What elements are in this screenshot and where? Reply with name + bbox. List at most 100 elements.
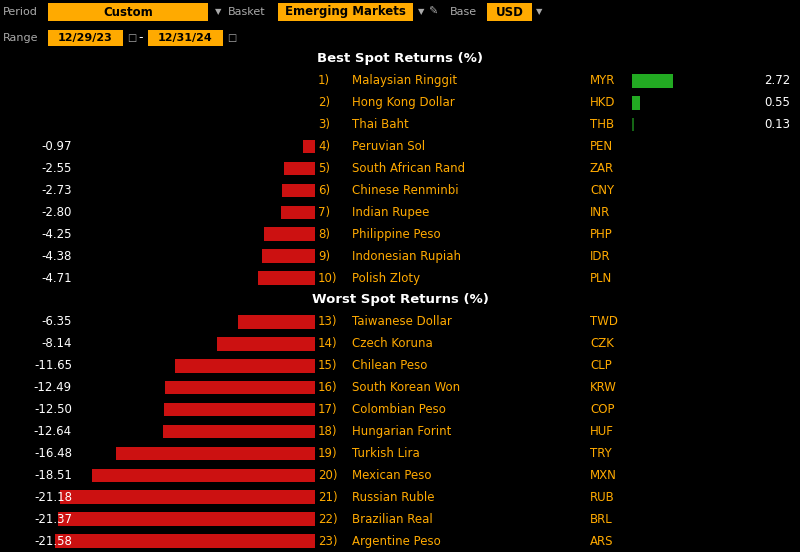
Text: 21): 21)	[318, 491, 338, 504]
Text: -16.48: -16.48	[34, 447, 72, 460]
FancyBboxPatch shape	[164, 403, 315, 416]
Text: TRY: TRY	[590, 447, 612, 460]
Text: Chinese Renminbi: Chinese Renminbi	[352, 184, 458, 197]
Text: 2): 2)	[318, 96, 330, 109]
Text: 3): 3)	[318, 118, 330, 131]
FancyBboxPatch shape	[303, 140, 315, 153]
Text: BRL: BRL	[590, 513, 613, 526]
Text: MYR: MYR	[590, 75, 615, 87]
Text: Russian Ruble: Russian Ruble	[352, 491, 434, 504]
Text: 12/31/24: 12/31/24	[158, 33, 213, 43]
FancyBboxPatch shape	[48, 30, 123, 46]
Text: Thai Baht: Thai Baht	[352, 118, 409, 131]
FancyBboxPatch shape	[632, 74, 673, 88]
FancyBboxPatch shape	[282, 205, 315, 219]
Text: Turkish Lira: Turkish Lira	[352, 447, 420, 460]
Text: Period: Period	[3, 7, 38, 17]
Text: Hungarian Forint: Hungarian Forint	[352, 425, 451, 438]
Text: ▼: ▼	[215, 8, 222, 17]
Text: Base: Base	[450, 7, 477, 17]
Text: □: □	[127, 33, 136, 43]
Text: THB: THB	[590, 118, 614, 131]
Text: -11.65: -11.65	[34, 359, 72, 372]
FancyBboxPatch shape	[632, 118, 634, 131]
Text: CZK: CZK	[590, 337, 614, 351]
Text: -6.35: -6.35	[42, 315, 72, 328]
Text: 2.72: 2.72	[764, 75, 790, 87]
Text: Custom: Custom	[103, 6, 153, 19]
FancyBboxPatch shape	[284, 162, 315, 176]
Text: KRW: KRW	[590, 381, 617, 394]
FancyBboxPatch shape	[174, 359, 315, 373]
FancyBboxPatch shape	[487, 3, 532, 21]
Text: PLN: PLN	[590, 272, 612, 285]
FancyBboxPatch shape	[162, 424, 315, 438]
Text: Peruvian Sol: Peruvian Sol	[352, 140, 425, 153]
Text: -4.25: -4.25	[42, 228, 72, 241]
Text: Colombian Peso: Colombian Peso	[352, 403, 446, 416]
FancyBboxPatch shape	[264, 227, 315, 241]
Text: -21.58: -21.58	[34, 534, 72, 548]
Text: 6): 6)	[318, 184, 330, 197]
Text: IDR: IDR	[590, 250, 610, 263]
Text: 17): 17)	[318, 403, 338, 416]
FancyBboxPatch shape	[117, 447, 315, 460]
Text: Taiwanese Dollar: Taiwanese Dollar	[352, 315, 452, 328]
Text: TWD: TWD	[590, 315, 618, 328]
Text: Czech Koruna: Czech Koruna	[352, 337, 433, 351]
FancyBboxPatch shape	[48, 3, 208, 21]
Text: INR: INR	[590, 206, 610, 219]
Text: -2.80: -2.80	[42, 206, 72, 219]
Text: USD: USD	[495, 6, 523, 19]
Text: MXN: MXN	[590, 469, 617, 482]
Text: South Korean Won: South Korean Won	[352, 381, 460, 394]
Text: ARS: ARS	[590, 534, 614, 548]
Text: 16): 16)	[318, 381, 338, 394]
Text: -18.51: -18.51	[34, 469, 72, 482]
FancyBboxPatch shape	[278, 3, 413, 21]
Text: -8.14: -8.14	[42, 337, 72, 351]
Text: 19): 19)	[318, 447, 338, 460]
FancyBboxPatch shape	[217, 337, 315, 351]
Text: -12.50: -12.50	[34, 403, 72, 416]
Text: South African Rand: South African Rand	[352, 162, 465, 175]
Text: 9): 9)	[318, 250, 330, 263]
Text: Hong Kong Dollar: Hong Kong Dollar	[352, 96, 454, 109]
Text: 0.13: 0.13	[764, 118, 790, 131]
Text: 0.55: 0.55	[764, 96, 790, 109]
Text: 7): 7)	[318, 206, 330, 219]
Text: 13): 13)	[318, 315, 338, 328]
Text: -0.97: -0.97	[42, 140, 72, 153]
Text: -2.55: -2.55	[42, 162, 72, 175]
FancyBboxPatch shape	[148, 30, 223, 46]
Text: 18): 18)	[318, 425, 338, 438]
Text: Argentine Peso: Argentine Peso	[352, 534, 441, 548]
Text: 1): 1)	[318, 75, 330, 87]
Text: 8): 8)	[318, 228, 330, 241]
Text: -4.71: -4.71	[42, 272, 72, 285]
FancyBboxPatch shape	[262, 250, 315, 263]
FancyBboxPatch shape	[58, 512, 315, 526]
FancyBboxPatch shape	[55, 534, 315, 548]
Text: ZAR: ZAR	[590, 162, 614, 175]
Text: -12.64: -12.64	[34, 425, 72, 438]
Text: -4.38: -4.38	[42, 250, 72, 263]
Text: Basket: Basket	[228, 7, 266, 17]
FancyBboxPatch shape	[632, 96, 640, 110]
Text: Best Spot Returns (%): Best Spot Returns (%)	[317, 52, 483, 66]
Text: -21.18: -21.18	[34, 491, 72, 504]
Text: HKD: HKD	[590, 96, 615, 109]
Text: PHP: PHP	[590, 228, 613, 241]
Text: 14): 14)	[318, 337, 338, 351]
Text: 10): 10)	[318, 272, 338, 285]
Text: Range: Range	[3, 33, 38, 43]
Text: Chilean Peso: Chilean Peso	[352, 359, 427, 372]
Text: 20): 20)	[318, 469, 338, 482]
Text: Mexican Peso: Mexican Peso	[352, 469, 431, 482]
FancyBboxPatch shape	[165, 381, 315, 395]
Text: □: □	[227, 33, 236, 43]
FancyBboxPatch shape	[282, 184, 315, 197]
Text: -: -	[138, 31, 142, 45]
Text: Indonesian Rupiah: Indonesian Rupiah	[352, 250, 461, 263]
Text: Philippine Peso: Philippine Peso	[352, 228, 441, 241]
